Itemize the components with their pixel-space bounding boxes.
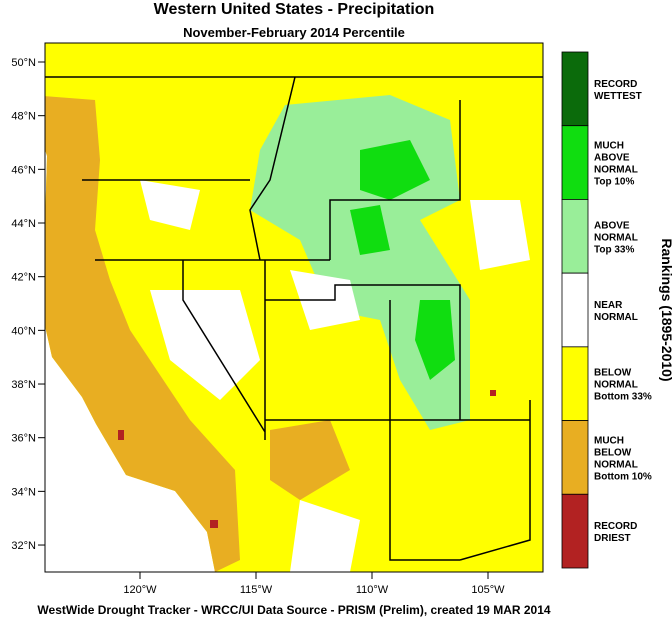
- legend-swatch: [561, 125, 589, 200]
- legend-swatch: [561, 199, 589, 274]
- subtitle: November-February 2014 Percentile: [183, 25, 405, 40]
- legend-label: RECORD: [594, 79, 637, 90]
- legend-label: MUCH: [594, 435, 624, 446]
- lat-label: 36°N: [11, 433, 36, 445]
- legend-label: WETTEST: [594, 91, 642, 102]
- legend-label: NORMAL: [594, 232, 638, 243]
- lat-label: 44°N: [11, 218, 36, 230]
- legend-label: NORMAL: [594, 459, 638, 470]
- legend-label: ABOVE: [594, 220, 630, 231]
- map-frame: [44, 42, 544, 573]
- legend-label: Top 33%: [594, 244, 634, 255]
- lat-label: 38°N: [11, 379, 36, 391]
- legend-label: NEAR: [594, 300, 623, 311]
- legend-label: NORMAL: [594, 380, 638, 391]
- legend-label: RECORD: [594, 521, 637, 532]
- legend-label: BELOW: [594, 368, 632, 379]
- legend-label: MUCH: [594, 141, 624, 152]
- legend-swatch: [561, 420, 589, 495]
- lat-label: 32°N: [11, 540, 36, 552]
- legend-label: Bottom 33%: [594, 392, 652, 403]
- lon-label: 115°W: [240, 584, 273, 596]
- lat-label: 42°N: [11, 272, 36, 284]
- legend-swatch: [561, 51, 589, 127]
- legend-label: Top 10%: [594, 177, 634, 188]
- legend-label: NORMAL: [594, 312, 638, 323]
- much-wet: [350, 140, 455, 380]
- legend-title: Rankings (1895-2010): [659, 238, 672, 381]
- map: [45, 43, 543, 572]
- legend-label: DRIEST: [594, 533, 631, 544]
- lat-label: 48°N: [11, 111, 36, 123]
- footer: WestWide Drought Tracker - WRCC/UI Data …: [37, 603, 550, 617]
- lon-label: 120°W: [123, 584, 157, 596]
- state-lines: [45, 76, 543, 561]
- lon-label: 110°W: [356, 584, 389, 596]
- title: Western United States - Precipitation: [154, 1, 435, 18]
- lat-label: 40°N: [11, 325, 36, 337]
- legend-label: ABOVE: [594, 153, 630, 164]
- legend-swatch: [561, 272, 589, 348]
- lat-label: 46°N: [11, 164, 36, 176]
- lat-label: 50°N: [11, 57, 36, 69]
- legend-label: BELOW: [594, 447, 632, 458]
- lat-label: 34°N: [11, 486, 36, 498]
- legend-label: NORMAL: [594, 165, 638, 176]
- southwest-dry: [270, 420, 350, 500]
- coastal-dry: [45, 96, 240, 572]
- legend-swatch: [561, 493, 589, 569]
- near-normal: [140, 180, 530, 572]
- legend-label: Bottom 10%: [594, 471, 652, 482]
- lon-label: 105°W: [471, 584, 505, 596]
- legend-swatch: [561, 346, 589, 421]
